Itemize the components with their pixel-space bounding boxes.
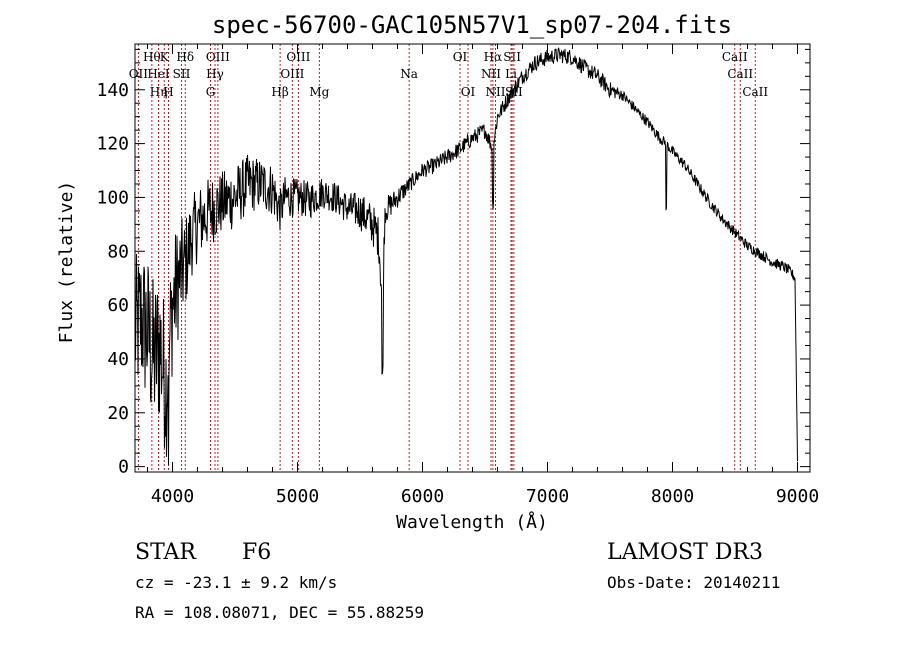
coordinates: RA = 108.08071, DEC = 55.88259: [135, 603, 424, 622]
x-axis-label: Wavelength (Å): [396, 511, 548, 533]
line-marker-label: G: [206, 85, 216, 99]
y-tick-label: 80: [107, 241, 129, 262]
line-marker-label: SII: [503, 50, 521, 64]
line-marker-label: Hγ: [206, 67, 224, 81]
y-tick-label: 40: [107, 349, 129, 370]
y-tick-label: 0: [118, 457, 129, 478]
line-marker-label: OII: [129, 67, 149, 81]
y-axis-ticks: 0 20 40 60 80 100 120 140: [96, 48, 810, 478]
y-tick-label: 140: [96, 80, 129, 101]
line-marker-label: OI: [453, 50, 468, 64]
y-tick-label: 100: [96, 187, 129, 208]
line-marker-label: HeI: [147, 67, 170, 81]
x-tick-label: 4000: [151, 486, 194, 507]
obs-date: Obs-Date: 20140211: [607, 573, 781, 592]
line-marker-label: OIII: [206, 50, 230, 64]
line-marker-label: H: [163, 85, 173, 99]
x-tick-label: 5000: [276, 486, 319, 507]
y-tick-label: 60: [107, 295, 129, 316]
line-marker-label: CaII: [742, 85, 768, 99]
y-axis-label: Flux (relative): [56, 181, 77, 344]
y-tick-label: 20: [107, 403, 129, 424]
line-marker-label: SII: [173, 67, 191, 81]
line-marker-label: Hβ: [271, 85, 288, 99]
x-axis-ticks: 4000 5000 6000 7000 8000 9000: [147, 44, 819, 507]
line-marker-label: Hα: [484, 50, 503, 64]
line-marker-label: OIII: [280, 67, 304, 81]
line-marker-label: NII: [486, 85, 506, 99]
line-marker-label: NII: [481, 67, 501, 81]
line-marker-label: Hθ: [143, 50, 161, 64]
chart-title: spec-56700-GAC105N57V1_sp07-204.fits: [212, 11, 732, 39]
line-marker-label: Li: [505, 67, 517, 81]
line-marker-label: K: [160, 50, 170, 64]
survey-name: LAMOST DR3: [607, 540, 763, 565]
redshift-text: cz = -23.1 ± 9.2 km/s: [135, 573, 338, 592]
line-marker-label: Hδ: [176, 50, 194, 64]
spectrum-line: [134, 47, 798, 466]
line-marker-label: CaII: [722, 50, 748, 64]
x-tick-label: 6000: [401, 486, 444, 507]
object-subclass: F6: [242, 540, 272, 565]
line-marker-label: OIII: [286, 50, 310, 64]
x-tick-label: 9000: [776, 486, 819, 507]
x-tick-label: 7000: [526, 486, 569, 507]
y-tick-label: 120: [96, 134, 129, 155]
line-marker-label: Mg: [309, 85, 329, 99]
line-marker-label: OI: [461, 85, 476, 99]
line-marker-label: Na: [400, 67, 418, 81]
x-tick-label: 8000: [651, 486, 694, 507]
line-marker-label: CaII: [727, 67, 753, 81]
object-class: STAR: [135, 540, 196, 565]
plot-frame: [134, 43, 811, 473]
